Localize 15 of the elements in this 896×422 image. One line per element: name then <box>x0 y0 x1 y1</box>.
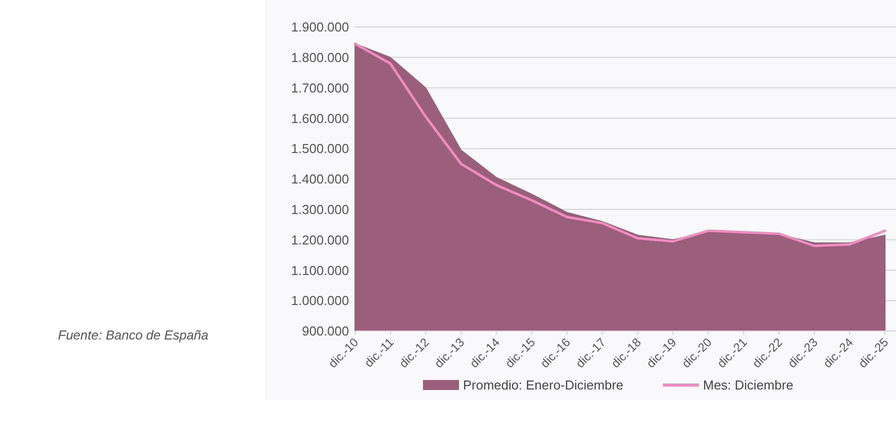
legend-label: Promedio: Enero-Diciembre <box>463 378 624 393</box>
y-tick-label: 1.600.000 <box>291 110 349 126</box>
y-tick-label: 1.100.000 <box>291 262 349 278</box>
y-tick-label: 1.200.000 <box>291 232 349 248</box>
y-tick-label: 1.800.000 <box>291 50 349 65</box>
source-note: Fuente: Banco de España <box>58 328 208 343</box>
y-tick-label: 1.300.000 <box>291 202 349 217</box>
y-tick-label: 1.400.000 <box>291 172 349 187</box>
y-tick-label: 1.700.000 <box>291 80 349 96</box>
line-series <box>354 42 886 248</box>
y-tick-label: 900.000 <box>302 324 349 339</box>
y-tick-label: 1.500.000 <box>291 141 349 156</box>
y-tick-label: 1.900.000 <box>291 20 349 35</box>
y-tick-label: 1.000.000 <box>291 293 349 308</box>
legend-label: Mes: Diciembre <box>703 378 794 393</box>
